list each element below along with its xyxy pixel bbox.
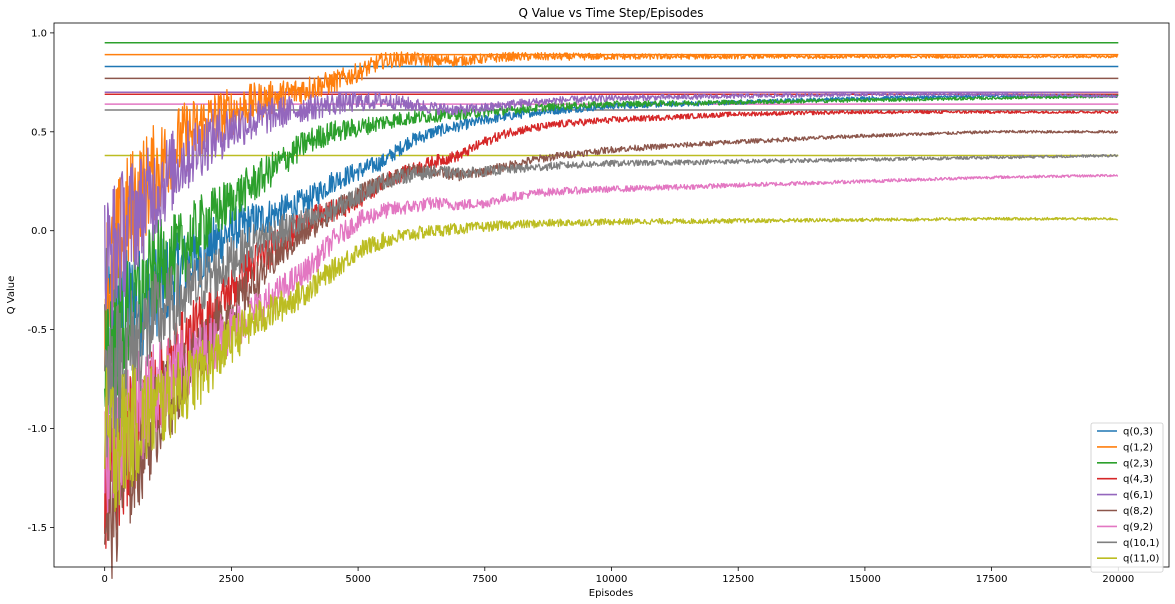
- legend: q(0,3) q(1,2) q(2,3) q(4,3) q(6,1) q(8,2) q(9,…: [1090, 422, 1164, 573]
- x-tick-label: 7500: [472, 574, 497, 585]
- legend-label: q(6,1): [1123, 490, 1153, 501]
- series-line-q-10-1-: [104, 153, 1119, 458]
- y-tick-label: 0.5: [31, 127, 47, 138]
- legend-label: q(10,1): [1123, 538, 1160, 549]
- series-line-q-4-3-: [104, 109, 1119, 549]
- y-axis: -1.5 -1.0 -0.5 0.0 0.5 1.0: [27, 28, 54, 534]
- y-tick-label: -1.5: [27, 523, 47, 534]
- legend-box: [1090, 422, 1164, 573]
- series-line-q-6-1-: [104, 91, 1119, 330]
- legend-label: q(1,2): [1123, 442, 1153, 453]
- y-tick-label: 0.0: [31, 226, 47, 237]
- y-tick-label: -1.0: [27, 424, 47, 435]
- y-tick-label: 1.0: [31, 28, 47, 39]
- legend-label: q(8,2): [1123, 506, 1153, 517]
- legend-label: q(9,2): [1123, 522, 1153, 533]
- y-axis-title: Q Value: [6, 276, 17, 315]
- x-tick-label: 10000: [596, 574, 628, 585]
- y-tick-label: -0.5: [27, 325, 47, 336]
- plot-area: [104, 42, 1119, 580]
- x-tick-label: 17500: [976, 574, 1008, 585]
- legend-label: q(4,3): [1123, 474, 1153, 485]
- x-axis-title: Episodes: [589, 588, 633, 599]
- x-tick-label: 15000: [849, 574, 881, 585]
- series-line-q-11-0-: [104, 216, 1119, 512]
- chart-title: Q Value vs Time Step/Episodes: [518, 6, 703, 20]
- x-axis: 0 2500 5000 7500 10000 12500 15000 17500 20000: [101, 567, 1134, 585]
- legend-label: q(2,3): [1123, 458, 1153, 469]
- x-tick-label: 2500: [219, 574, 244, 585]
- x-tick-label: 12500: [722, 574, 754, 585]
- series-line-q-2-3-: [104, 94, 1119, 415]
- legend-label: q(0,3): [1123, 427, 1153, 438]
- series-line-q-8-2-: [104, 129, 1119, 580]
- legend-label: q(11,0): [1123, 554, 1160, 565]
- x-tick-label: 5000: [345, 574, 370, 585]
- x-tick-label: 20000: [1102, 574, 1134, 585]
- x-tick-label: 0: [101, 574, 107, 585]
